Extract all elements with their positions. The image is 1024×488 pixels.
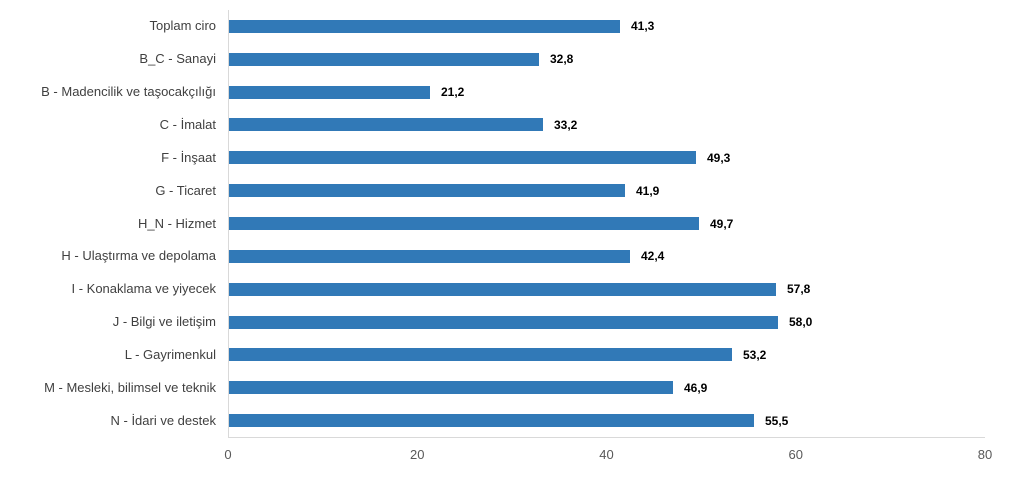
category-label: B_C - Sanayi: [139, 51, 216, 66]
bar: [229, 86, 430, 99]
bar: [229, 53, 539, 66]
category-label: F - İnşaat: [161, 150, 216, 165]
bar: [229, 20, 620, 33]
x-axis-line: [228, 437, 985, 438]
category-label: M - Mesleki, bilimsel ve teknik: [44, 380, 216, 395]
category-label: H_N - Hizmet: [137, 216, 216, 231]
bar: [229, 283, 776, 296]
x-tick-label: 40: [599, 447, 614, 462]
bar: [229, 414, 754, 427]
value-label: 46,9: [684, 381, 708, 395]
x-tick-label: 20: [410, 447, 425, 462]
x-tick-label: 80: [977, 447, 993, 462]
value-label: 33,2: [554, 118, 578, 132]
category-label: C - İmalat: [159, 117, 216, 132]
value-label: 41,9: [636, 184, 660, 198]
value-label: 57,8: [787, 282, 811, 296]
bar: [229, 217, 699, 230]
bar: [229, 381, 673, 394]
value-label: 49,7: [710, 217, 734, 231]
x-tick-label: 0: [224, 447, 232, 462]
x-tick-label: 60: [788, 447, 803, 462]
value-label: 55,5: [765, 414, 789, 428]
bar: [229, 184, 625, 197]
value-label: 41,3: [631, 19, 655, 33]
value-label: 49,3: [707, 151, 731, 165]
value-label: 42,4: [641, 249, 665, 263]
category-label: L - Gayrimenkul: [124, 347, 216, 362]
category-label: I - Konaklama ve yiyecek: [71, 281, 216, 296]
category-label: H - Ulaştırma ve depolama: [61, 248, 216, 263]
bar: [229, 250, 630, 263]
category-label: N - İdari ve destek: [110, 413, 217, 428]
category-label: J - Bilgi ve iletişim: [112, 314, 216, 329]
value-label: 32,8: [550, 52, 574, 66]
bar: [229, 118, 543, 131]
category-label: Toplam ciro: [149, 18, 216, 33]
y-axis-line: [228, 10, 229, 437]
value-label: 58,0: [789, 315, 813, 329]
bar: [229, 151, 696, 164]
category-label: G - Ticaret: [155, 183, 216, 198]
value-label: 21,2: [441, 85, 465, 99]
bar: [229, 348, 732, 361]
bar: [229, 316, 778, 329]
value-label: 53,2: [743, 348, 767, 362]
category-label: B - Madencilik ve taşocakçılığı: [41, 84, 216, 99]
